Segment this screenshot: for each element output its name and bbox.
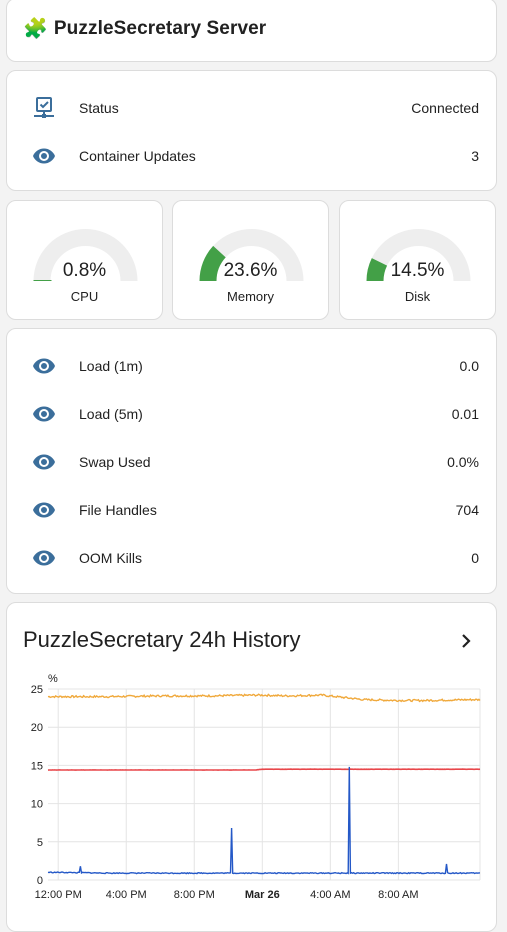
container-updates-label: Container Updates	[79, 148, 196, 164]
memory-gauge-fill	[199, 245, 226, 281]
cpu-gauge-card[interactable]: 0.8% CPU	[6, 200, 163, 320]
y-tick-label: 5	[37, 837, 43, 849]
eye-icon	[31, 401, 57, 427]
eye-icon	[31, 497, 57, 523]
server-network-icon	[31, 95, 57, 121]
eye-icon	[31, 449, 57, 475]
disk-gauge	[366, 229, 471, 281]
cpu-gauge	[33, 229, 138, 281]
disk-gauge-value: 14.5%	[390, 260, 445, 281]
history-card[interactable]: PuzzleSecretary 24h History 0 5 10 15 20 25 1…	[6, 602, 497, 932]
memory-gauge-value: 23.6%	[223, 260, 278, 281]
chevron-right-icon[interactable]	[456, 629, 476, 653]
series-line-1	[47, 693, 481, 703]
page-title: PuzzleSecretary Server	[53, 18, 267, 39]
status-row[interactable]: Status Connected	[7, 84, 496, 132]
x-tick-label: 4:00 PM	[106, 889, 147, 901]
metric-label: OOM Kills	[79, 550, 142, 566]
x-tick-label: 8:00 PM	[174, 889, 215, 901]
metric-value: 0	[471, 550, 479, 566]
x-tick-label: 12:00 PM	[35, 889, 82, 901]
server-title-card: 🧩 PuzzleSecretary Server	[6, 0, 497, 62]
series-line-3	[47, 766, 480, 875]
cpu-gauge-value: 0.8%	[62, 260, 107, 281]
history-title: PuzzleSecretary 24h History	[23, 627, 301, 652]
metric-value: 0.0	[459, 358, 479, 374]
eye-icon	[31, 545, 57, 571]
memory-gauge	[199, 229, 304, 281]
y-axis-ticks: 0 5 10 15 20 25	[31, 684, 43, 887]
eye-icon	[31, 143, 57, 169]
x-tick-label: Mar 26	[245, 889, 280, 901]
y-axis-label: %	[48, 673, 58, 685]
x-tick-label: 8:00 AM	[378, 889, 418, 901]
container-updates-row[interactable]: Container Updates 3	[7, 132, 496, 180]
eye-icon	[31, 353, 57, 379]
metric-row-oom-kills[interactable]: OOM Kills 0	[7, 534, 496, 582]
y-tick-label: 10	[31, 799, 43, 811]
metric-label: Load (5m)	[79, 406, 143, 422]
y-tick-label: 15	[31, 760, 43, 772]
metric-label: File Handles	[79, 502, 157, 518]
status-card: Status Connected Container Updates 3	[6, 70, 497, 191]
metric-label: Swap Used	[79, 454, 151, 470]
status-value: Connected	[411, 100, 479, 116]
y-tick-label: 0	[37, 875, 43, 887]
metric-row-load-1m[interactable]: Load (1m) 0.0	[7, 342, 496, 390]
y-tick-label: 20	[31, 722, 43, 734]
metric-label: Load (1m)	[79, 358, 143, 374]
x-tick-label: 4:00 AM	[310, 889, 350, 901]
disk-gauge-fill	[366, 258, 388, 281]
container-updates-value: 3	[471, 148, 479, 164]
metric-row-file-handles[interactable]: File Handles 704	[7, 486, 496, 534]
metric-value: 0.01	[451, 406, 479, 422]
disk-gauge-label: Disk	[404, 289, 431, 304]
history-chart: 0 5 10 15 20 25 12:00 PM 4:00 PM 8:00 PM Mar 26 4…	[31, 673, 481, 901]
status-label: Status	[79, 100, 119, 116]
cpu-gauge-fill	[33, 280, 52, 281]
chart-series	[47, 693, 481, 875]
disk-gauge-card[interactable]: 14.5% Disk	[339, 200, 496, 320]
memory-gauge-card[interactable]: 23.6% Memory	[172, 200, 329, 320]
memory-gauge-label: Memory	[227, 289, 274, 304]
x-axis-ticks: 12:00 PM 4:00 PM 8:00 PM Mar 26 4:00 AM 8:00 …	[35, 889, 419, 901]
metric-value: 704	[455, 502, 479, 518]
chart-grid	[48, 688, 481, 881]
series-line-2	[47, 768, 481, 771]
metrics-card: Load (1m) 0.0 Load (5m) 0.01 Swap Used 0…	[6, 328, 497, 594]
metric-row-swap-used[interactable]: Swap Used 0.0%	[7, 438, 496, 486]
cpu-gauge-label: CPU	[70, 289, 99, 304]
puzzle-piece-icon: 🧩	[23, 18, 48, 40]
y-tick-label: 25	[31, 684, 43, 696]
metric-value: 0.0%	[447, 454, 479, 470]
metric-row-load-5m[interactable]: Load (5m) 0.01	[7, 390, 496, 438]
